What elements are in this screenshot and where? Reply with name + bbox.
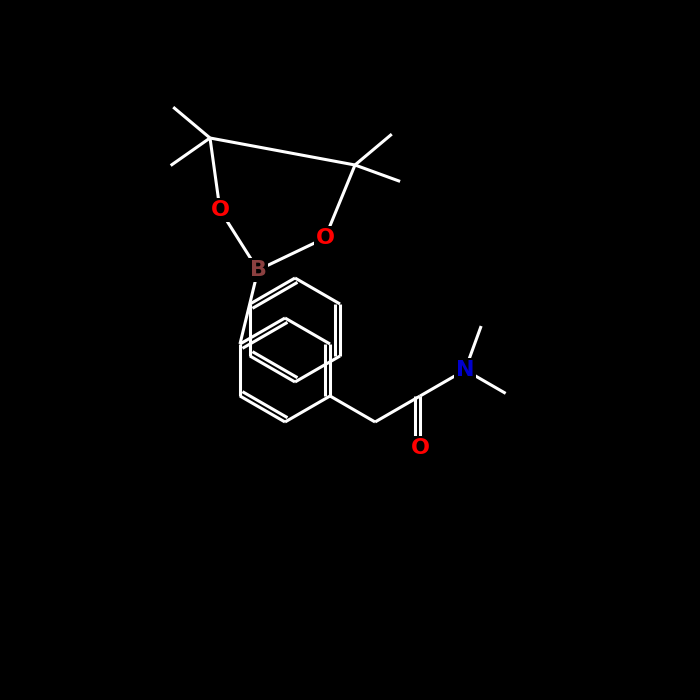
Text: O: O: [316, 228, 335, 248]
Text: O: O: [411, 438, 430, 458]
Text: O: O: [211, 200, 230, 220]
Text: B: B: [249, 260, 267, 280]
Text: N: N: [456, 360, 475, 380]
